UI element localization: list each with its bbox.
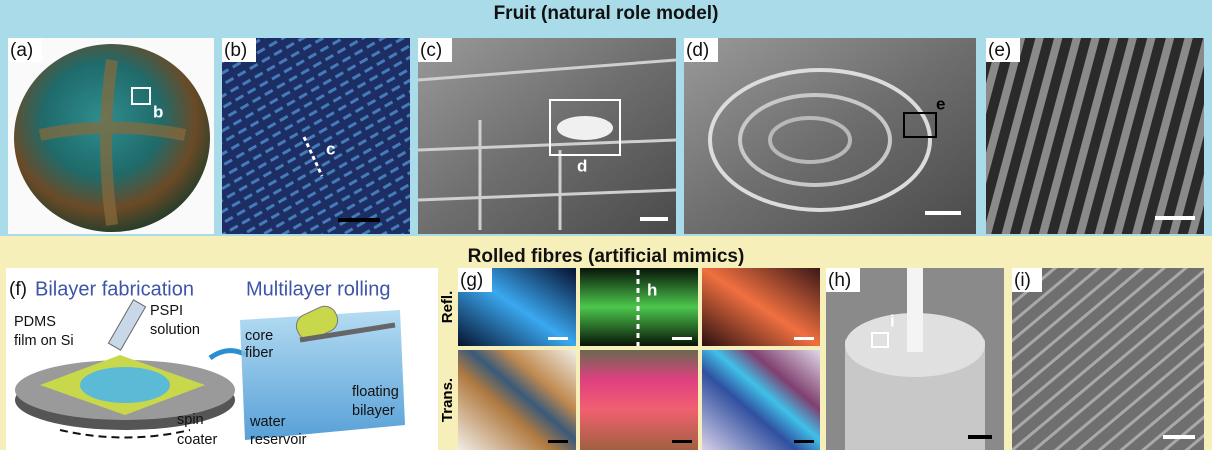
fibre [907, 268, 923, 352]
inset-label: d [577, 156, 587, 175]
panel-i [1012, 268, 1204, 450]
rotation-arrow [59, 429, 191, 439]
panel-h: i [826, 268, 1004, 450]
panel-g: Refl. Trans. h [439, 268, 820, 450]
panel-b: c [222, 38, 410, 234]
inset-label: i [890, 311, 895, 330]
panel-label: (g) [460, 270, 483, 291]
highlight [557, 116, 613, 140]
panel-label: (i) [1014, 270, 1031, 291]
scale-bar [548, 337, 568, 340]
panel-label: (b) [224, 40, 247, 61]
label-box [986, 38, 1020, 62]
micrograph [458, 350, 576, 450]
panel-label: (d) [686, 40, 709, 61]
scale-bar [968, 435, 992, 439]
panel-a: b [8, 38, 214, 234]
inset-box [131, 87, 151, 105]
label: coater [177, 432, 217, 448]
panel-image [418, 38, 676, 234]
layers [768, 116, 852, 164]
label-box [826, 268, 860, 292]
inset-label: c [326, 139, 335, 158]
scale-bar [672, 337, 692, 340]
cell-walls [417, 58, 677, 230]
scale-bar [794, 440, 814, 443]
label: bilayer [352, 403, 395, 419]
layers [708, 68, 932, 212]
row-label: Trans. [439, 378, 456, 422]
panel-label: (f) [9, 279, 27, 300]
step-title: Multilayer rolling [246, 278, 391, 300]
panel-label: (e) [988, 40, 1011, 61]
micrograph [702, 350, 820, 450]
row-label: Refl. [439, 291, 456, 324]
label: fiber [245, 345, 273, 361]
reservoir [240, 310, 405, 440]
dashed-line [302, 136, 324, 177]
solution-film [80, 367, 170, 403]
label-box [684, 38, 718, 62]
scale-bar [1163, 435, 1195, 439]
inset-box [903, 112, 937, 138]
label-box [418, 38, 452, 62]
inset-label: h [647, 280, 657, 299]
bilayer [299, 322, 396, 343]
inset-box [871, 332, 889, 348]
panel-image [1012, 268, 1204, 450]
scale-bar [548, 440, 568, 443]
layers [738, 93, 892, 187]
label: film on Si [14, 333, 74, 349]
panel-labels: (a) (b) (c) (d) (e) (f) (g) (h) (i) [8, 38, 1042, 300]
panel-d: e [684, 38, 976, 234]
panel-image [986, 38, 1204, 234]
scale-bar [640, 217, 668, 221]
label: water [249, 414, 286, 430]
panel-image [222, 38, 410, 234]
micrograph [702, 268, 820, 346]
panel-f: Bilayer fabrication Multilayer rolling P… [6, 268, 438, 450]
label: PSPI [150, 303, 183, 319]
panel-e [986, 38, 1204, 234]
label-box [1012, 268, 1042, 292]
label: solution [150, 322, 200, 338]
label-box [8, 38, 42, 62]
scale-bar [338, 218, 380, 222]
panel-c: d [417, 38, 677, 234]
inset-label: b [153, 102, 163, 121]
section-title: Rolled fibres (artificial mimics) [468, 246, 745, 267]
section-title: Fruit (natural role model) [494, 3, 719, 24]
scale-bar [794, 337, 814, 340]
label-box [222, 38, 256, 62]
step-title: Bilayer fabrication [35, 278, 194, 300]
pipette [107, 299, 147, 351]
scale-bar [672, 440, 692, 443]
panel-label: (h) [828, 270, 851, 291]
scale-bar [1155, 216, 1195, 220]
inset-box [549, 99, 621, 156]
label: spin [177, 412, 204, 428]
panel-label: (c) [420, 40, 442, 61]
scale-bar [925, 211, 961, 215]
fruit-seams [38, 59, 187, 226]
label: core [245, 328, 273, 344]
label: PDMS [14, 314, 56, 330]
micrograph [580, 350, 698, 450]
panel-label: (a) [10, 40, 33, 61]
inset-label: e [936, 94, 945, 113]
label-box [458, 268, 492, 292]
label: reservoir [250, 432, 307, 448]
label: floating [352, 384, 399, 400]
